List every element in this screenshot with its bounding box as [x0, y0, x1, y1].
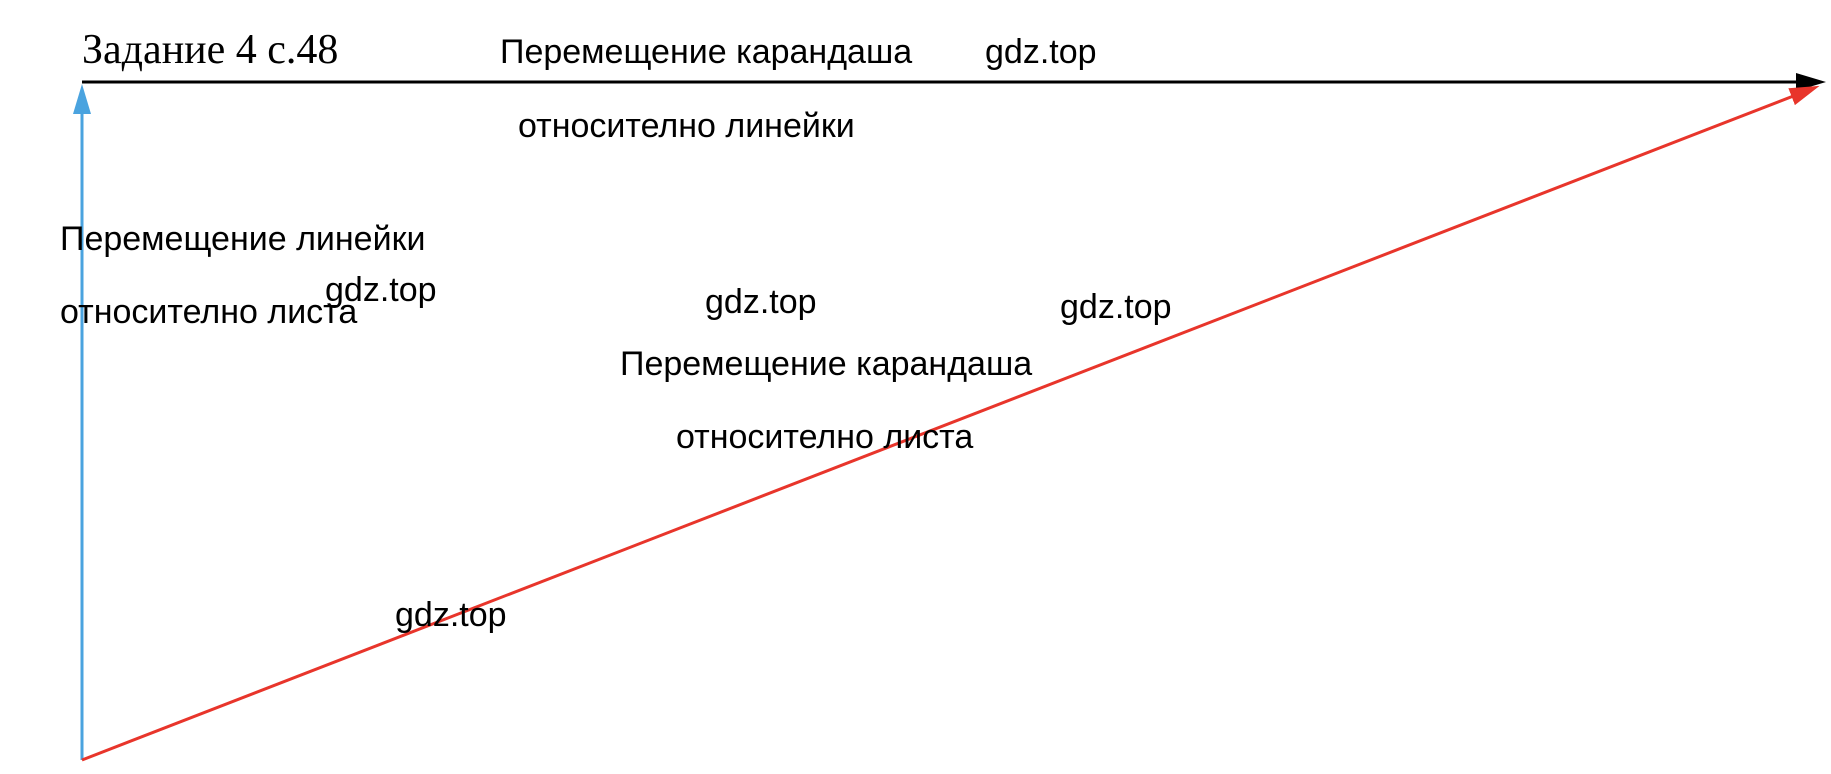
watermark-4: gdz.top	[1060, 288, 1172, 327]
label-pencil-sheet-line2: относително листа	[676, 418, 973, 457]
diagram-title: Задание 4 с.48	[82, 26, 338, 74]
arrows-svg	[0, 0, 1831, 774]
watermark-1: gdz.top	[985, 33, 1097, 72]
label-pencil-sheet-line1: Перемещение карандаша	[620, 345, 1032, 384]
watermark-3: gdz.top	[705, 283, 817, 322]
label-pencil-ruler-line2: относително линейки	[518, 107, 855, 146]
vector-diagram: Задание 4 с.48 Перемещение карандаша отн…	[0, 0, 1831, 774]
watermark-5: gdz.top	[395, 596, 507, 635]
label-ruler-sheet-line2: относително листа	[60, 293, 357, 332]
label-pencil-ruler-line1: Перемещение карандаша	[500, 33, 912, 72]
label-ruler-sheet-line1: Перемещение линейки	[60, 220, 425, 259]
watermark-2: gdz.top	[325, 271, 437, 310]
